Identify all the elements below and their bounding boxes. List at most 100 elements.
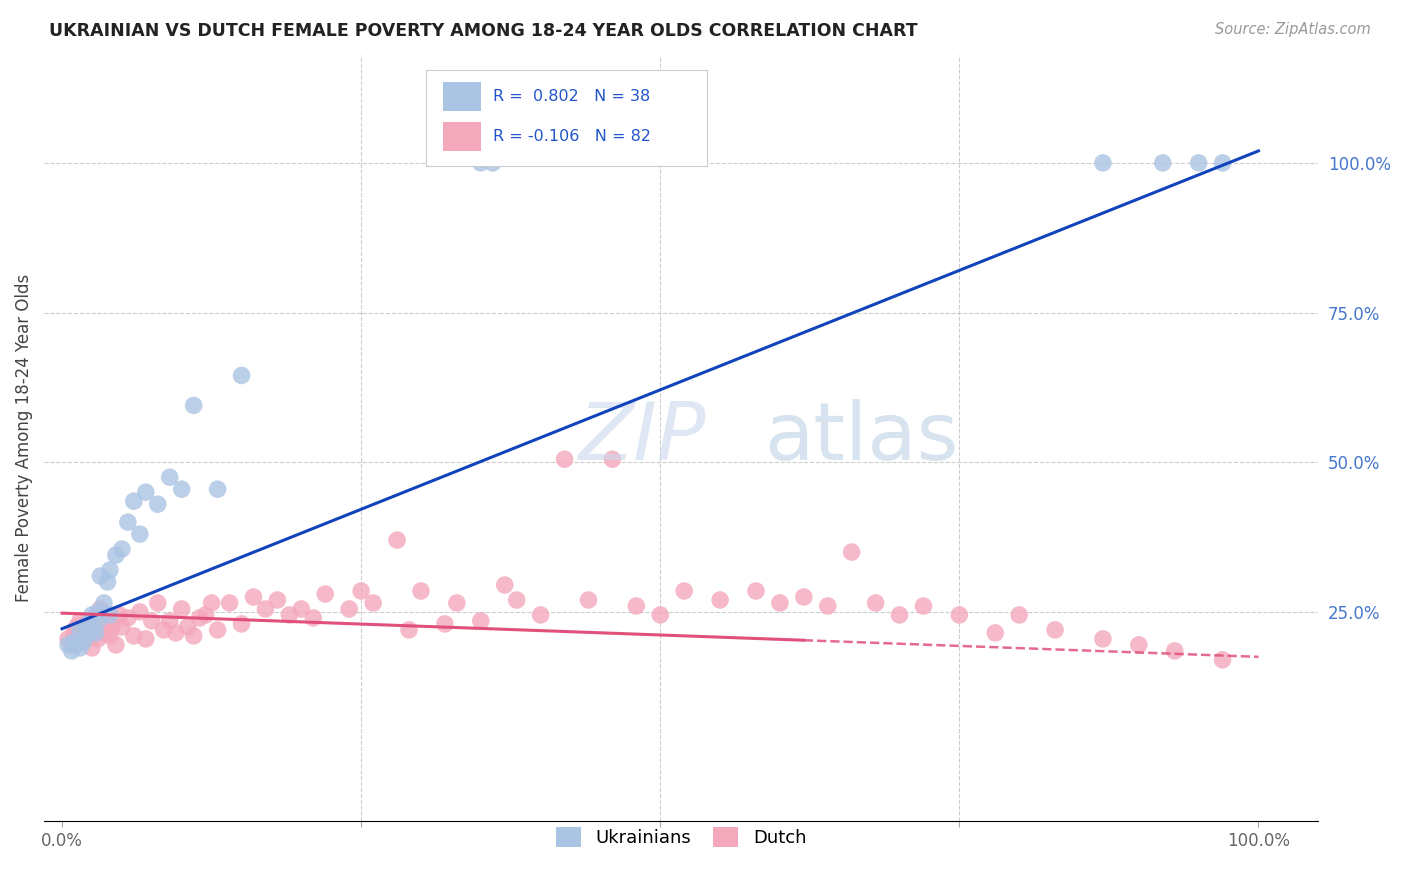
Point bbox=[75, 629, 97, 643]
Point bbox=[98, 629, 121, 643]
Point bbox=[80, 623, 103, 637]
Point bbox=[361, 596, 384, 610]
Point bbox=[63, 635, 86, 649]
Point bbox=[505, 593, 527, 607]
Point bbox=[745, 584, 768, 599]
Point bbox=[673, 584, 696, 599]
Point bbox=[183, 398, 205, 412]
Point bbox=[170, 482, 193, 496]
Point bbox=[89, 569, 111, 583]
Point bbox=[80, 607, 103, 622]
Point bbox=[108, 607, 131, 622]
Point bbox=[1163, 644, 1185, 658]
Point bbox=[302, 611, 325, 625]
Point bbox=[841, 545, 863, 559]
Point bbox=[494, 578, 516, 592]
Point bbox=[117, 515, 139, 529]
Point bbox=[122, 629, 145, 643]
Point bbox=[817, 599, 839, 613]
Point bbox=[207, 482, 229, 496]
Text: R = -0.106   N = 82: R = -0.106 N = 82 bbox=[492, 128, 651, 144]
Point bbox=[709, 593, 731, 607]
Point bbox=[98, 563, 121, 577]
Point bbox=[385, 533, 408, 547]
Point bbox=[409, 584, 432, 599]
Point bbox=[176, 620, 198, 634]
Point bbox=[188, 611, 211, 625]
Point bbox=[183, 629, 205, 643]
Point bbox=[141, 614, 163, 628]
Point bbox=[984, 626, 1007, 640]
Point bbox=[231, 368, 253, 383]
Point bbox=[398, 623, 420, 637]
Point bbox=[96, 616, 118, 631]
Point bbox=[72, 635, 94, 649]
Point bbox=[87, 632, 110, 646]
Point bbox=[554, 452, 576, 467]
Point bbox=[207, 623, 229, 637]
Point bbox=[56, 638, 79, 652]
Point bbox=[146, 497, 169, 511]
Point bbox=[75, 620, 97, 634]
Point bbox=[1212, 156, 1234, 170]
Legend: Ukrainians, Dutch: Ukrainians, Dutch bbox=[548, 820, 814, 855]
Point bbox=[128, 527, 150, 541]
Point bbox=[769, 596, 792, 610]
Point bbox=[1212, 653, 1234, 667]
Point bbox=[84, 611, 107, 625]
Point bbox=[481, 156, 503, 170]
Point bbox=[96, 574, 118, 589]
Point bbox=[1152, 156, 1174, 170]
Point bbox=[89, 602, 111, 616]
Point bbox=[60, 644, 83, 658]
Point bbox=[75, 620, 97, 634]
Y-axis label: Female Poverty Among 18-24 Year Olds: Female Poverty Among 18-24 Year Olds bbox=[15, 274, 32, 602]
Point bbox=[104, 548, 127, 562]
Point bbox=[104, 638, 127, 652]
Point bbox=[146, 596, 169, 610]
Text: ZIP: ZIP bbox=[579, 400, 707, 477]
Point bbox=[231, 616, 253, 631]
Point bbox=[433, 616, 456, 631]
Point bbox=[578, 593, 600, 607]
Point bbox=[93, 596, 115, 610]
Point bbox=[194, 607, 217, 622]
Point bbox=[314, 587, 336, 601]
Point bbox=[350, 584, 373, 599]
Point bbox=[266, 593, 288, 607]
Point bbox=[77, 614, 100, 628]
Text: R =  0.802   N = 38: R = 0.802 N = 38 bbox=[492, 89, 650, 104]
Point bbox=[80, 640, 103, 655]
Point bbox=[1128, 638, 1150, 652]
Point bbox=[201, 596, 224, 610]
Point bbox=[602, 452, 624, 467]
Point bbox=[63, 626, 86, 640]
Point bbox=[122, 494, 145, 508]
Point bbox=[72, 635, 94, 649]
Point bbox=[87, 605, 110, 619]
Point bbox=[101, 620, 124, 634]
Point bbox=[1091, 156, 1114, 170]
Point bbox=[470, 156, 492, 170]
Point bbox=[170, 602, 193, 616]
Point bbox=[111, 620, 134, 634]
Point bbox=[69, 623, 91, 637]
Point bbox=[65, 620, 87, 634]
Point bbox=[337, 602, 360, 616]
Point bbox=[626, 599, 648, 613]
Point bbox=[530, 607, 553, 622]
Point bbox=[290, 602, 312, 616]
Point bbox=[650, 607, 672, 622]
Point bbox=[242, 590, 264, 604]
Point bbox=[912, 599, 935, 613]
Point bbox=[87, 614, 110, 628]
FancyBboxPatch shape bbox=[443, 122, 481, 151]
Point bbox=[1043, 623, 1066, 637]
Point bbox=[77, 616, 100, 631]
Text: UKRAINIAN VS DUTCH FEMALE POVERTY AMONG 18-24 YEAR OLDS CORRELATION CHART: UKRAINIAN VS DUTCH FEMALE POVERTY AMONG … bbox=[49, 22, 918, 40]
Point bbox=[69, 640, 91, 655]
Point bbox=[948, 607, 970, 622]
Point bbox=[60, 638, 83, 652]
Point bbox=[69, 614, 91, 628]
Text: atlas: atlas bbox=[763, 400, 959, 477]
